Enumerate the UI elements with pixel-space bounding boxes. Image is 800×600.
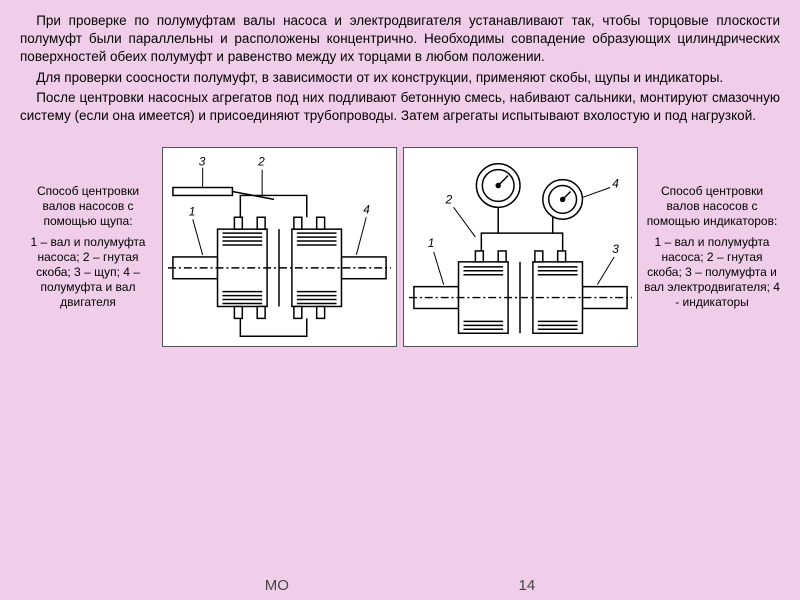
figure-left: 1 2 3 4 — [162, 147, 397, 347]
fig-right-label-4: 4 — [612, 177, 619, 191]
paragraph-3: После центровки насосных агрегатов под н… — [20, 89, 780, 125]
fig-left-label-1: 1 — [189, 205, 196, 219]
fig-left-label-4: 4 — [363, 203, 370, 217]
caption-left-legend: 1 – вал и полумуфта насоса; 2 – гнутая с… — [20, 235, 156, 310]
fig-right-label-2: 2 — [445, 193, 453, 207]
fig-right-label-3: 3 — [612, 242, 619, 256]
caption-right-legend: 1 – вал и полумуфта насоса; 2 – гнутая с… — [644, 235, 780, 310]
figure-row: Способ центровки валов насосов с помощью… — [20, 147, 780, 347]
caption-right: Способ центровки валов насосов с помощью… — [644, 184, 780, 310]
footer-page-number: 14 — [519, 577, 536, 594]
fig-left-label-2: 2 — [257, 155, 265, 169]
paragraph-1: При проверке по полумуфтам валы насоса и… — [20, 12, 780, 67]
figure-right: 1 2 3 4 — [403, 147, 638, 347]
paragraph-2: Для проверки соосности полумуфт, в завис… — [20, 69, 780, 87]
caption-right-title: Способ центровки валов насосов с помощью… — [644, 184, 780, 229]
caption-left: Способ центровки валов насосов с помощью… — [20, 184, 156, 310]
footer-left: МО — [265, 577, 289, 594]
fig-left-label-3: 3 — [199, 155, 206, 169]
fig-right-label-1: 1 — [428, 236, 435, 250]
page-footer: МО 14 — [0, 577, 800, 594]
caption-left-title: Способ центровки валов насосов с помощью… — [20, 184, 156, 229]
